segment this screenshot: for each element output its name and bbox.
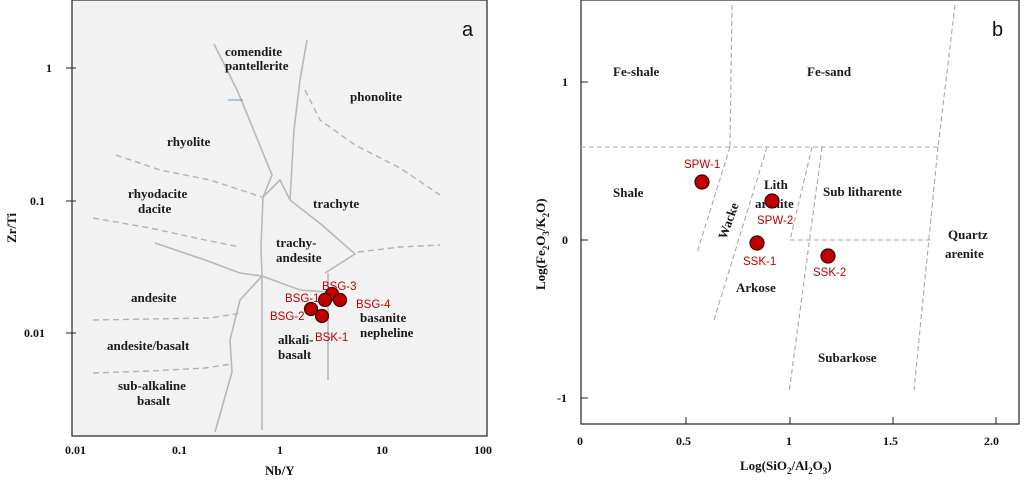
field-label: trachyte [313,196,359,211]
data-point [317,292,333,308]
field-label: alkali- [278,332,313,347]
y-axis-title: Log(Fe2O3/K2O) [533,198,551,290]
x-tick-label: 1 [277,443,283,457]
data-point [314,308,330,324]
x-axis-title: Log(SiO2/Al2O3) [740,458,832,476]
field-label: basalt [278,347,312,362]
data-point-label: BSG-3 [322,281,357,293]
y-tick-label: 0.1 [30,194,45,208]
field-label: Shale [613,185,644,200]
data-point-label: BSG-1 [285,293,320,305]
data-point-label: BSG-4 [356,299,391,311]
x-tick-label: 0.1 [172,443,187,457]
field-label: Lith [764,177,789,192]
field-label: nepheline [360,325,414,340]
y-tick-label: 1 [46,61,52,75]
field-label: Fe-shale [613,64,659,79]
field-label: Quartz [948,227,988,242]
boundary-dashed-line [92,363,233,374]
y-axis-title: Zr/Ti [4,213,19,243]
data-point-label: SSK-2 [813,267,846,279]
field-label: rhyolite [167,134,211,149]
boundary-line [289,39,308,201]
data-point [820,248,836,264]
field-label: comendite [225,44,282,59]
data-point [764,193,780,209]
boundary-dashed-line [92,217,241,248]
data-point [332,292,348,308]
field-label: Fe-sand [807,64,852,79]
x-tick-label: 0 [577,434,583,448]
field-label: Subarkose [818,350,877,365]
boundary-dashed-line [913,146,939,391]
boundary-dashed-line [304,89,441,196]
field-label: pantellerite [225,58,289,73]
field-label: rhyodacite [128,186,187,201]
x-tick-label: 100 [474,443,492,457]
field-label: Sub litharente [823,184,902,199]
field-label: basalt [137,393,171,408]
panel-a: comendite pantellerite phonolite rhyolit… [4,0,492,478]
boundary-dashed-line [115,154,263,198]
x-tick-label: 10 [376,443,388,457]
field-label: andesite/basalt [107,338,190,353]
boundary-dashed-line [696,146,731,254]
boundary-dashed-line [92,312,243,321]
boundary-line [214,275,263,433]
field-label: arenite [945,246,984,261]
field-label: phonolite [350,89,402,104]
y-tick-label: -1 [557,391,567,405]
boundary-dashed-line [788,146,823,394]
field-label: Arkose [736,280,776,295]
panel-a-plot-area [71,0,488,437]
data-point-label: BSG-2 [270,311,305,323]
x-tick-label: 0.5 [676,434,691,448]
data-point [303,301,319,317]
y-tick-label: 1 [562,75,568,89]
field-label: andesite [276,250,322,265]
boundary-line [213,43,273,248]
data-point-label: SPW-2 [757,215,793,227]
field-label: dacite [138,201,171,216]
boundary-line [262,178,291,201]
boundary-line [154,242,263,277]
y-tick-label: 0 [562,233,568,247]
field-label: basanite [360,310,406,325]
data-point-label: SPW-1 [684,159,720,171]
boundary-line [260,246,329,293]
x-axis-title: Nb/Y [265,463,295,478]
panel-letter: b [992,19,1003,41]
x-tick-label: 0.01 [65,443,86,457]
panel-b-plot-area [580,0,1020,425]
data-point [694,174,710,190]
panel-b: Fe-shale Fe-sand Shale Lith arenite Wack… [533,0,1020,476]
x-tick-label: 2.0 [984,434,999,448]
boundary-line [289,199,357,274]
panel-letter: a [462,19,474,41]
x-tick-label: 1 [786,434,792,448]
data-point-label: BSK-1 [315,332,348,344]
x-tick-label: 1.5 [883,434,898,448]
data-point-label: SSK-1 [743,256,776,268]
boundary-dashed-line [713,146,768,321]
field-label: andesite [131,290,177,305]
field-label: trachy- [276,235,316,250]
y-tick-label: 0.01 [24,326,45,340]
field-label: sub-alkaline [118,378,186,393]
boundary-dashed-line [357,244,441,253]
data-point [749,235,765,251]
